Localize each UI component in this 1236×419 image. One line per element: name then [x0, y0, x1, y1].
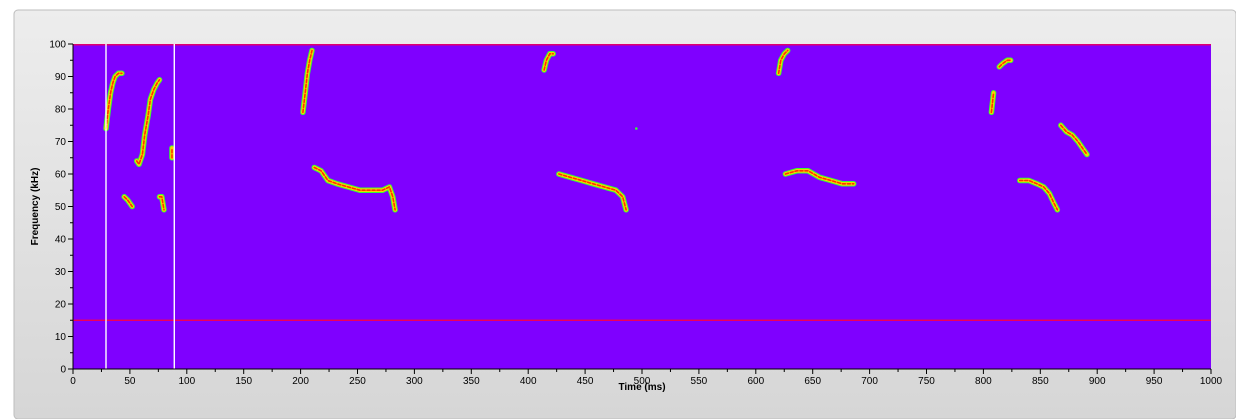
- call-6-cf-fm-high: [784, 170, 855, 185]
- call-2-low-fragment: [121, 194, 135, 210]
- call-4-cf-fm-high: [313, 166, 396, 211]
- x-tick-label-350: 350: [463, 376, 480, 387]
- x-tick-label-250: 250: [349, 376, 366, 387]
- y-tick-label-40: 40: [55, 235, 67, 246]
- call-5-cf-fm-high: [558, 173, 627, 211]
- x-tick-label-800: 800: [975, 376, 992, 387]
- y-tick-label-90: 90: [55, 72, 67, 83]
- calls-group: [103, 47, 1090, 213]
- y-tick-label-50: 50: [55, 202, 67, 213]
- call-1-fm-sweep: [103, 70, 125, 132]
- graph-frame-border: [13, 9, 1236, 419]
- x-tick-label-50: 50: [124, 376, 136, 387]
- call-3-low-fragment-high: [158, 196, 165, 211]
- x-tick-label-100: 100: [178, 376, 195, 387]
- x-tick-label-600: 600: [747, 376, 764, 387]
- x-tick-label-450: 450: [577, 376, 594, 387]
- x-tick-label-700: 700: [861, 376, 878, 387]
- call-7-cf-fm-high: [1018, 179, 1059, 211]
- call-7-upsweep-high: [998, 59, 1012, 68]
- y-axis-title: Frequency (kHz): [30, 168, 41, 246]
- call-7-cf-fm: [1017, 177, 1061, 213]
- x-axis-title: Time (ms): [618, 382, 665, 393]
- call-7-stub-high: [990, 92, 995, 114]
- x-tick-label-850: 850: [1032, 376, 1049, 387]
- call-7-downsweep-high: [1060, 124, 1088, 156]
- x-tick-label-950: 950: [1146, 376, 1163, 387]
- call-5-upsweep-high: [543, 52, 555, 71]
- x-tick-label-150: 150: [235, 376, 252, 387]
- call-4-cf-fm: [311, 164, 398, 213]
- call-7-stub: [988, 90, 997, 116]
- x-tick-label-1000: 1000: [1200, 376, 1223, 387]
- y-tick-label-60: 60: [55, 170, 67, 181]
- call-7-upsweep: [996, 57, 1014, 70]
- call-6-upsweep: [775, 47, 791, 77]
- x-tick-label-400: 400: [520, 376, 537, 387]
- call-2-fm-sweep: [133, 77, 163, 168]
- call-5-upsweep: [541, 51, 556, 73]
- y-tick-label-100: 100: [49, 40, 66, 51]
- x-tick-label-750: 750: [918, 376, 935, 387]
- y-tick-label-30: 30: [55, 267, 67, 278]
- y-tick-label-80: 80: [55, 105, 67, 116]
- plot-layer: [73, 44, 1211, 369]
- call-5-dot-point: [635, 127, 638, 130]
- call-5-dot: [635, 127, 638, 130]
- x-tick-label-500: 500: [634, 376, 651, 387]
- x-tick-label-650: 650: [804, 376, 821, 387]
- axes-layer: 0 50 100 150 200 250 300 350 400 450 500 550 600 650 7…: [49, 40, 1222, 388]
- call-7-downsweep: [1058, 122, 1090, 158]
- call-5-cf-fm: [556, 171, 629, 213]
- y-tick-label-10: 10: [55, 332, 67, 343]
- call-3-low-fragment: [156, 194, 167, 213]
- x-tick-label-900: 900: [1089, 376, 1106, 387]
- x-tick-label-550: 550: [691, 376, 708, 387]
- call-2-fm-sweep-high: [135, 79, 161, 166]
- y-tick-label-20: 20: [55, 300, 67, 311]
- x-tick-label-200: 200: [292, 376, 309, 387]
- spectrogram-background: [73, 44, 1211, 369]
- x-tick-label-0: 0: [70, 376, 76, 387]
- call-6-upsweep-high: [777, 49, 789, 75]
- call-4-upsweep-high: [302, 49, 313, 114]
- call-1-fm-sweep-high: [105, 72, 123, 130]
- y-tick-label-70: 70: [55, 137, 67, 148]
- x-tick-label-300: 300: [406, 376, 423, 387]
- call-2-low-fragment-high: [123, 196, 133, 208]
- call-4-upsweep: [300, 47, 315, 116]
- y-tick-label-0: 0: [60, 365, 66, 376]
- call-6-cf-fm: [782, 168, 857, 187]
